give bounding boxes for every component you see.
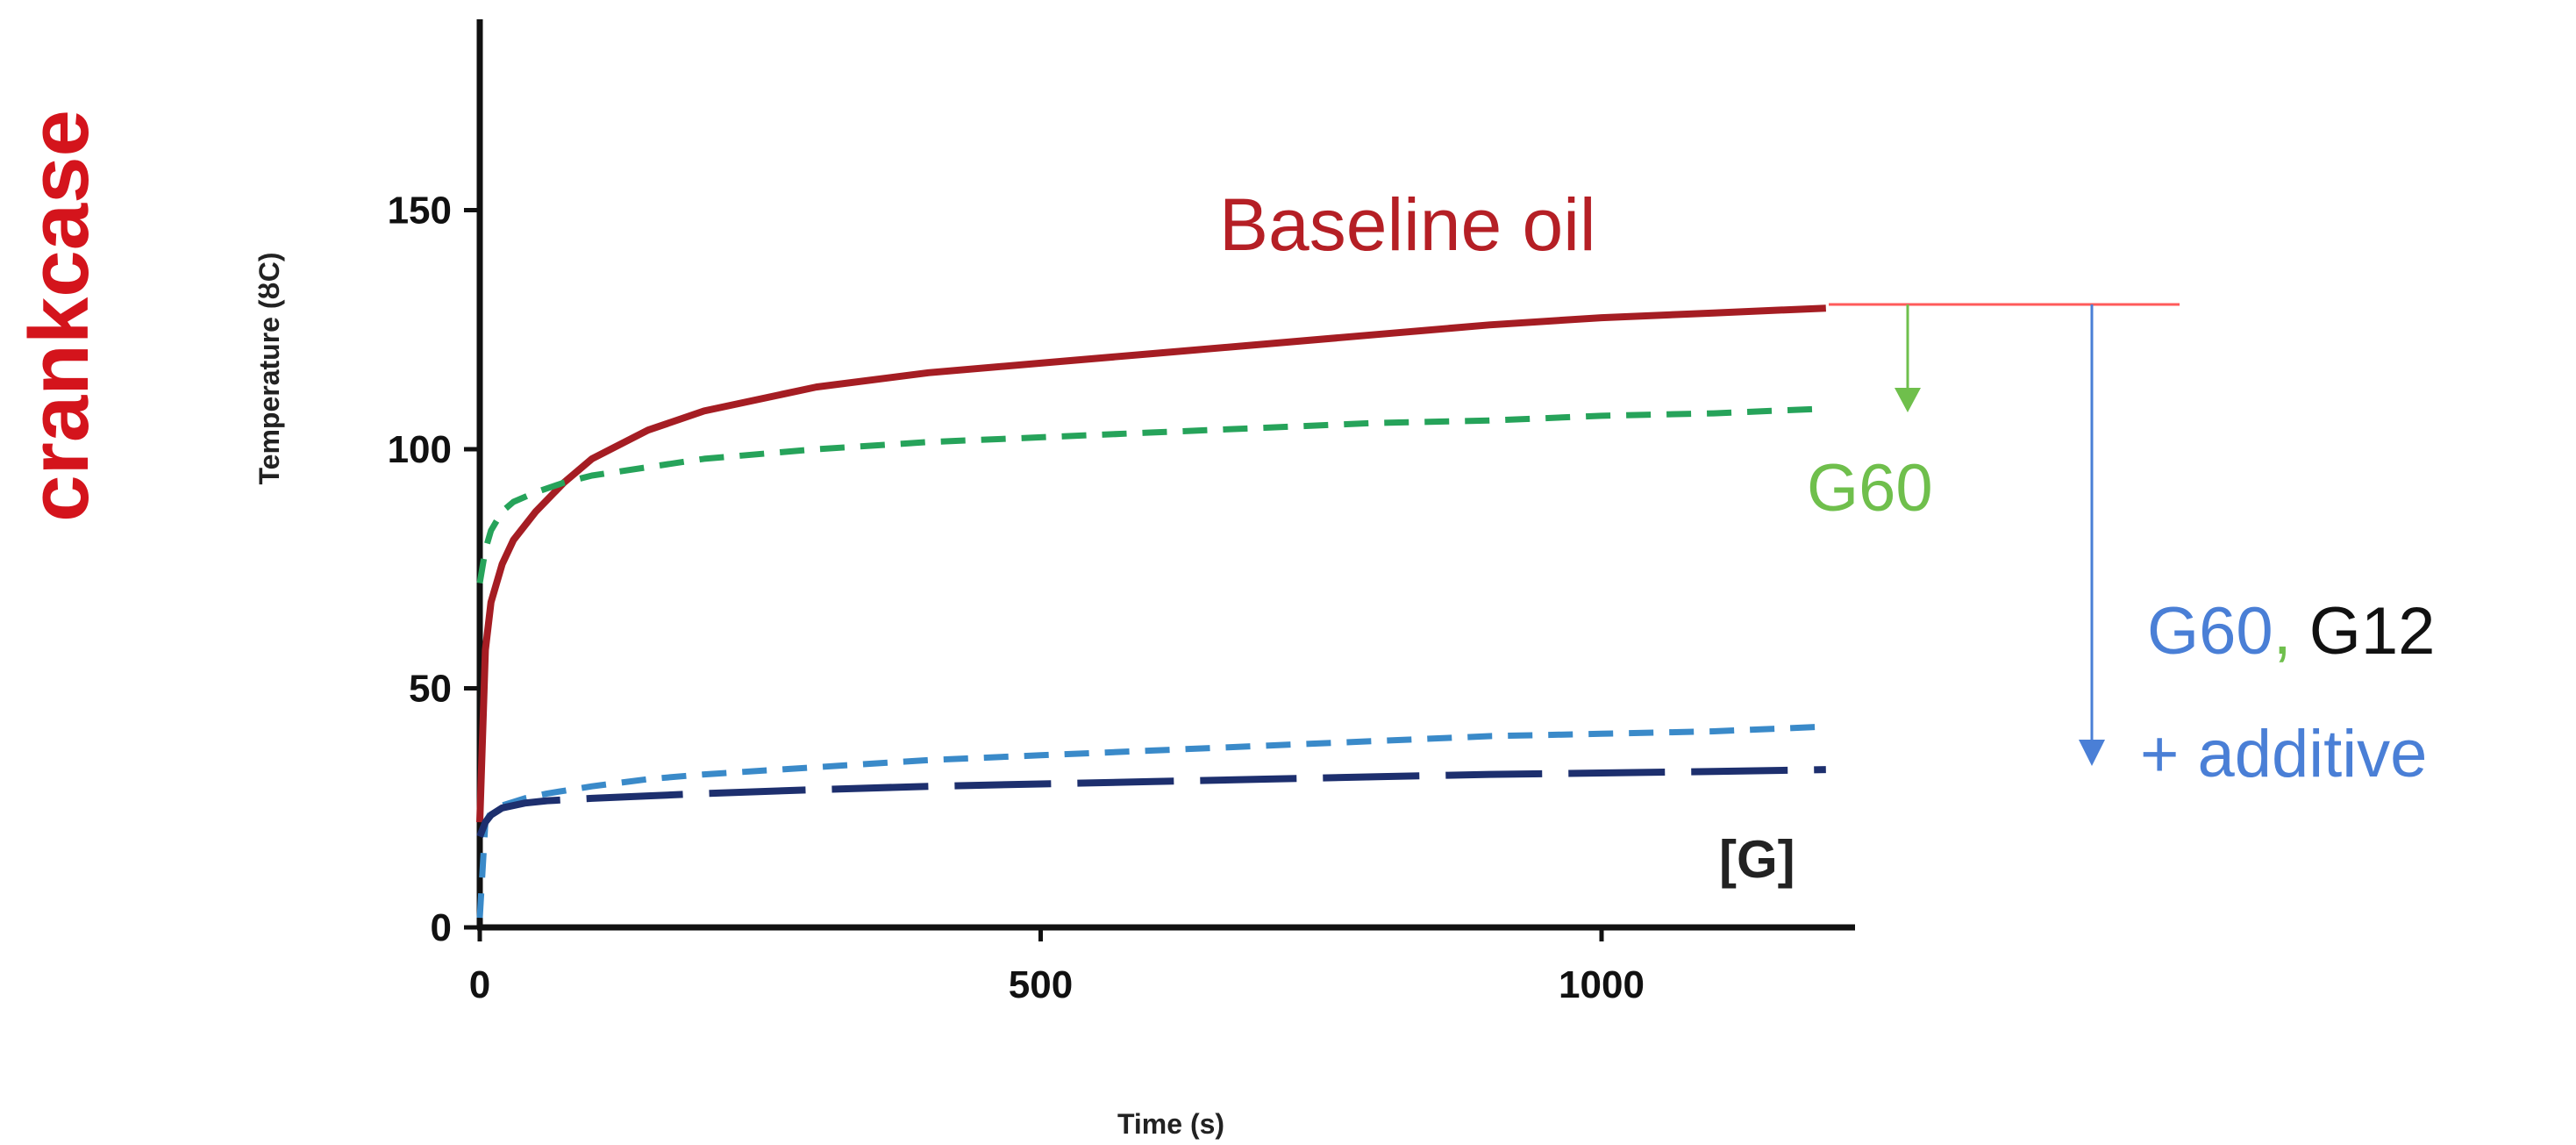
series-line-1 [476, 304, 1826, 823]
x-tick-label: 1000 [1559, 963, 1645, 1006]
blue-arrow [2079, 304, 2105, 766]
crankcase-label: crankcase [12, 110, 106, 522]
g60-label: G60 [1807, 451, 1933, 526]
baseline-oil-label: Baseline oil [1219, 183, 1596, 266]
axes [476, 19, 1855, 931]
x-tick-label: 500 [1009, 963, 1073, 1006]
g60-g12-label: G60, G12 [2147, 594, 2435, 669]
g12-label: G12 [2309, 594, 2436, 669]
series-line-4 [476, 766, 1826, 838]
x-tick-label: 0 [469, 963, 490, 1006]
series-line-2 [476, 405, 1826, 584]
g60-blue-label: G60 [2147, 594, 2273, 669]
y-tick-label: 150 [388, 190, 452, 233]
bracket-g-label: [G] [1719, 830, 1795, 889]
additive-label: + additive [2140, 717, 2427, 791]
x-axis-label: Time (s) [1117, 1108, 1224, 1140]
y-tick-label: 50 [409, 668, 452, 711]
y-ticks: 0 50 100 150 [388, 190, 480, 949]
green-arrow [1895, 304, 1921, 412]
series-layer [476, 304, 1826, 919]
series-line-3 [476, 723, 1826, 919]
y-tick-label: 0 [431, 906, 452, 949]
y-tick-label: 100 [388, 428, 452, 471]
comma: , [2273, 594, 2292, 669]
y-axis-label: Temperature (ȣC) [253, 253, 285, 485]
x-ticks: 0 500 1000 [469, 927, 1645, 1006]
